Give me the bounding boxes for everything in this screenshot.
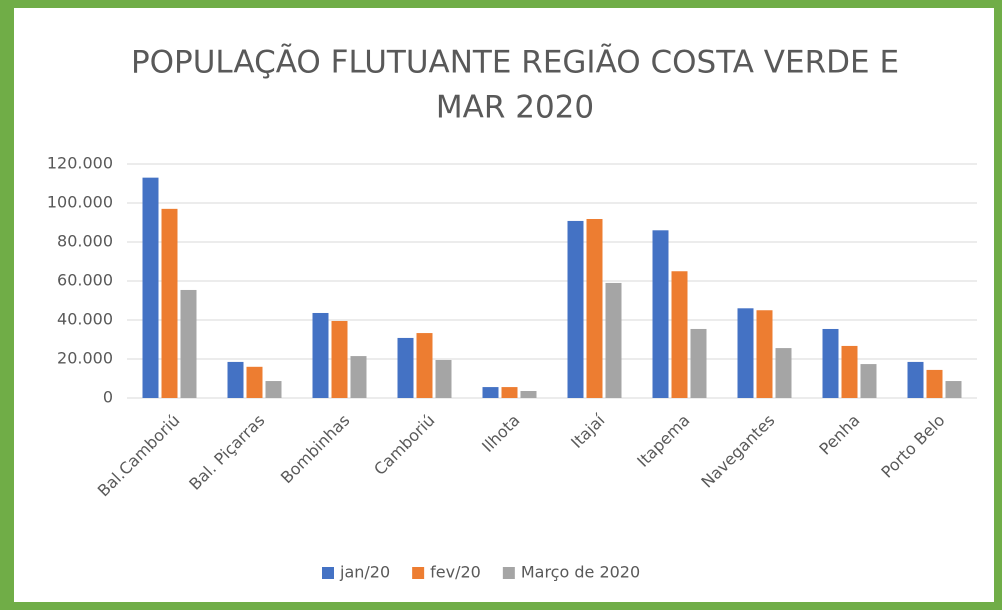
legend-label: jan/20 [339, 563, 390, 582]
bar [926, 369, 943, 398]
legend-swatch [502, 567, 515, 579]
bar [586, 218, 603, 398]
bar [605, 282, 622, 398]
legend-label: Março de 2020 [521, 563, 640, 582]
bar [246, 366, 263, 398]
bar [350, 356, 367, 398]
y-tick-label: 80.000 [57, 232, 113, 251]
y-tick-label: 60.000 [57, 271, 113, 290]
bar [416, 333, 433, 398]
legend-label: fev/20 [430, 563, 481, 582]
bar [501, 387, 518, 398]
chart-title: MAR 2020 [436, 90, 594, 126]
bar [567, 220, 584, 398]
bar [737, 308, 754, 398]
bar [161, 208, 178, 398]
frame-edge [0, 0, 14, 610]
legend-swatch [412, 567, 425, 579]
y-tick-label: 100.000 [47, 193, 113, 212]
bar [756, 310, 773, 398]
bar [331, 320, 348, 398]
bar [227, 361, 244, 398]
bar [312, 312, 329, 398]
bar [142, 177, 159, 398]
bar [482, 387, 499, 398]
y-tick-label: 120.000 [47, 154, 113, 173]
bar [671, 271, 688, 398]
bar [397, 337, 414, 398]
y-tick-label: 40.000 [57, 310, 113, 329]
bar [435, 359, 452, 398]
bar [180, 289, 197, 398]
bar [945, 381, 962, 398]
bar [690, 328, 707, 398]
bar [775, 348, 792, 398]
bar [860, 364, 877, 398]
bar [907, 361, 924, 398]
bar [652, 230, 669, 398]
chart-title: POPULAÇÃO FLUTUANTE REGIÃO COSTA VERDE E [131, 45, 899, 81]
bar [265, 381, 282, 398]
bar [822, 328, 839, 398]
bar [841, 345, 858, 398]
bar [520, 390, 537, 398]
y-tick-label: 0 [103, 388, 113, 407]
legend-swatch [322, 567, 334, 579]
y-tick-label: 20.000 [57, 349, 113, 368]
